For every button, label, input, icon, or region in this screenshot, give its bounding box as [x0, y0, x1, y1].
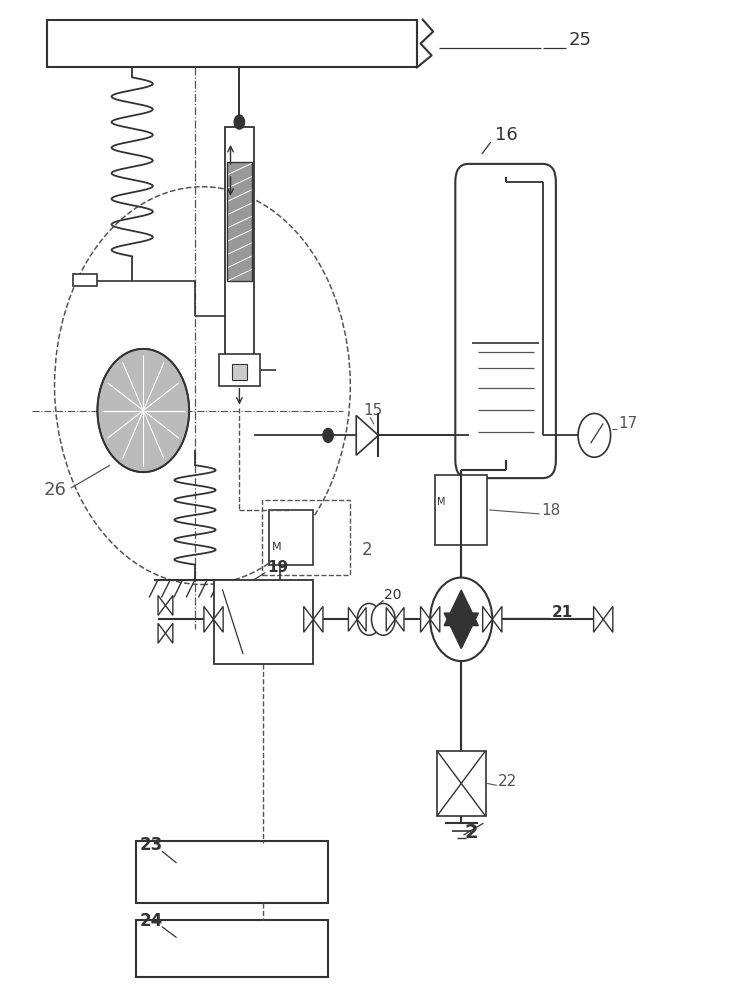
Bar	[219, 354, 260, 386]
Text: 20: 20	[384, 588, 401, 602]
Circle shape	[372, 603, 395, 635]
Circle shape	[430, 578, 492, 661]
Polygon shape	[483, 606, 492, 632]
Polygon shape	[204, 606, 214, 632]
Text: 21: 21	[551, 605, 573, 620]
Circle shape	[459, 497, 478, 523]
Polygon shape	[304, 606, 314, 632]
Text: 23: 23	[139, 836, 163, 854]
Circle shape	[323, 428, 333, 442]
Text: M: M	[437, 497, 446, 507]
Text: 22: 22	[498, 774, 518, 789]
Bar	[232, 364, 247, 380]
Bar	[136, 920, 328, 977]
Text: 2: 2	[361, 541, 372, 559]
Circle shape	[578, 413, 611, 457]
Bar	[269, 510, 314, 565]
Text: 25: 25	[568, 31, 592, 49]
Polygon shape	[421, 606, 430, 632]
Bar	[47, 20, 417, 67]
Text: 24: 24	[139, 912, 163, 930]
Text: M: M	[272, 542, 282, 552]
Polygon shape	[356, 415, 378, 455]
Polygon shape	[158, 623, 165, 643]
Bar	[437, 751, 486, 816]
Polygon shape	[430, 606, 440, 632]
Bar	[214, 580, 314, 664]
Text: 2: 2	[465, 823, 478, 842]
Bar	[226, 162, 252, 281]
Polygon shape	[386, 607, 395, 631]
Polygon shape	[165, 595, 173, 615]
Text: 18: 18	[541, 503, 560, 518]
Polygon shape	[214, 606, 223, 632]
Polygon shape	[395, 607, 404, 631]
FancyBboxPatch shape	[455, 164, 556, 478]
Circle shape	[290, 523, 312, 553]
Polygon shape	[358, 607, 366, 631]
Bar	[136, 841, 328, 903]
Text: 26: 26	[43, 481, 66, 499]
Bar	[73, 274, 97, 286]
Text: 17: 17	[618, 416, 637, 431]
Bar	[435, 475, 487, 545]
Polygon shape	[314, 606, 323, 632]
Polygon shape	[594, 606, 603, 632]
Polygon shape	[444, 613, 478, 649]
Text: 15: 15	[363, 403, 382, 418]
Polygon shape	[444, 590, 478, 626]
Circle shape	[358, 603, 381, 635]
Circle shape	[98, 349, 189, 472]
Bar	[226, 162, 252, 281]
Polygon shape	[165, 623, 173, 643]
Polygon shape	[349, 607, 358, 631]
Polygon shape	[158, 595, 165, 615]
Bar	[261, 500, 350, 575]
Text: 19: 19	[267, 560, 288, 575]
Bar	[224, 127, 254, 356]
Circle shape	[234, 115, 244, 129]
Text: 16: 16	[495, 126, 517, 144]
Polygon shape	[492, 606, 502, 632]
Polygon shape	[603, 606, 613, 632]
